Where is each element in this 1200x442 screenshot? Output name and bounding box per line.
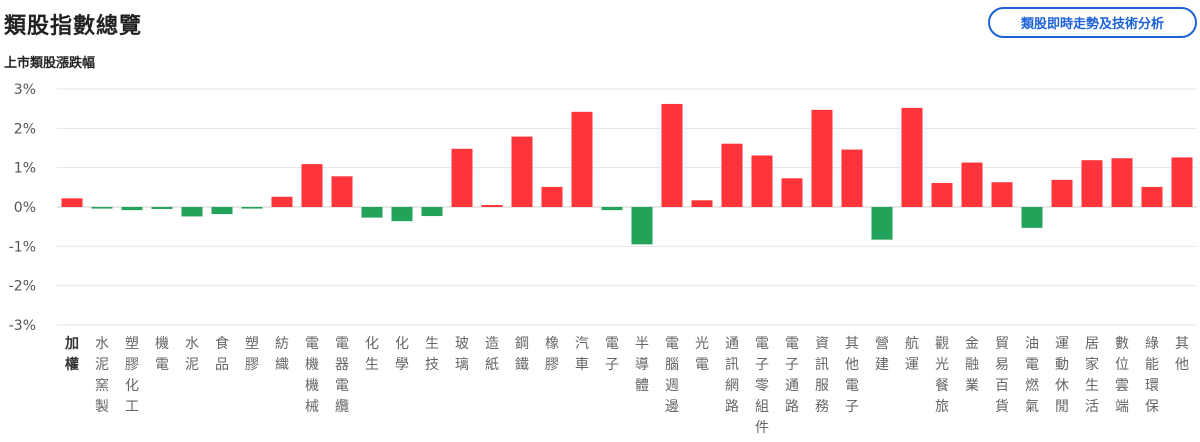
x-category-label: 汽車: [575, 336, 589, 373]
x-category-label: 塑膠: [245, 336, 259, 373]
bar[interactable]: [391, 207, 413, 222]
x-category-label: 航運: [905, 336, 919, 373]
x-category-label: 通訊網路: [725, 336, 739, 415]
bar[interactable]: [1021, 207, 1043, 228]
bar[interactable]: [331, 176, 353, 207]
bar[interactable]: [631, 207, 653, 245]
bar[interactable]: [1111, 158, 1133, 207]
bar[interactable]: [271, 196, 293, 207]
x-category-label: 水泥窯製: [95, 336, 109, 415]
x-category-label: 資訊服務: [815, 336, 829, 415]
bar[interactable]: [421, 207, 443, 217]
x-category-label: 綠能環保: [1145, 336, 1159, 415]
bar[interactable]: [991, 182, 1013, 207]
x-category-label: 其他電子: [845, 336, 859, 415]
y-axis-ticks: 3% 2% 1% 0% -1% -2% -3%: [9, 82, 36, 334]
bar[interactable]: [961, 162, 983, 207]
x-category-label: 營建: [875, 336, 889, 373]
x-category-label: 光電: [695, 336, 709, 373]
bar[interactable]: [121, 207, 143, 211]
x-category-label: 化生: [365, 336, 379, 373]
x-category-label: 觀光餐旅: [935, 336, 949, 415]
x-category-label: 機電: [155, 336, 169, 373]
x-category-label: 加權: [64, 336, 79, 373]
x-category-label: 玻璃: [455, 336, 469, 373]
bars: [61, 103, 1193, 245]
x-category-label: 電子零組件: [755, 336, 769, 436]
bar[interactable]: [661, 103, 683, 207]
y-tick-label: 1%: [14, 161, 36, 177]
bar[interactable]: [721, 143, 743, 207]
bar[interactable]: [1081, 160, 1103, 207]
x-category-label: 半導體: [635, 336, 649, 394]
bar[interactable]: [841, 149, 863, 207]
x-category-label: 電機機械: [305, 336, 319, 415]
bar[interactable]: [211, 207, 233, 215]
x-category-label: 食品: [215, 335, 229, 373]
x-category-label: 電子: [605, 336, 619, 373]
bar[interactable]: [61, 198, 83, 207]
x-category-label: 造紙: [485, 336, 499, 373]
x-category-label: 運動休閒: [1055, 336, 1069, 415]
bar[interactable]: [91, 207, 113, 209]
bar[interactable]: [1141, 186, 1163, 207]
bar[interactable]: [1051, 179, 1073, 207]
bar[interactable]: [241, 207, 263, 209]
x-category-label: 貿易百貨: [995, 336, 1009, 415]
y-tick-label: 3%: [14, 82, 36, 98]
x-category-label: 金融業: [965, 336, 979, 394]
x-category-label: 塑膠化工: [125, 336, 139, 415]
x-category-label: 電腦週邊: [665, 336, 679, 415]
x-category-label: 鋼鐵: [515, 336, 529, 373]
x-category-label: 其他: [1175, 336, 1189, 373]
x-category-label: 電器電纜: [335, 336, 349, 415]
x-category-label: 油電燃氣: [1025, 336, 1039, 415]
y-tick-label: -2%: [9, 279, 36, 295]
bar[interactable]: [301, 164, 323, 207]
bar[interactable]: [541, 186, 563, 207]
page-title: 類股指數總覽: [4, 14, 143, 39]
sector-trend-analysis-button[interactable]: 類股即時走勢及技術分析: [988, 7, 1197, 38]
bar[interactable]: [601, 207, 623, 211]
bar[interactable]: [931, 183, 953, 207]
bar[interactable]: [691, 200, 713, 207]
bar[interactable]: [361, 207, 383, 218]
bar[interactable]: [811, 109, 833, 207]
x-category-label: 橡膠: [545, 336, 559, 373]
x-category-label: 紡織: [275, 336, 289, 373]
bar[interactable]: [481, 205, 503, 207]
bar[interactable]: [1171, 157, 1193, 207]
bar[interactable]: [871, 207, 893, 240]
bar[interactable]: [901, 107, 923, 207]
x-category-label: 數位雲端: [1115, 336, 1129, 415]
chart-title: 上市類股漲跌幅: [4, 56, 96, 71]
bar[interactable]: [751, 155, 773, 207]
bar[interactable]: [451, 148, 473, 207]
x-category-label: 化學: [395, 336, 409, 373]
x-category-label: 居家生活: [1085, 336, 1099, 415]
bar[interactable]: [571, 111, 593, 207]
y-tick-label: -3%: [9, 318, 36, 334]
x-category-label: 水泥: [185, 336, 199, 373]
bar[interactable]: [511, 136, 533, 207]
y-tick-label: 0%: [14, 200, 36, 216]
x-category-label: 電子通路: [785, 336, 799, 415]
y-tick-label: 2%: [14, 121, 36, 137]
y-tick-label: -1%: [9, 239, 36, 255]
bar[interactable]: [151, 207, 173, 209]
bar[interactable]: [181, 207, 203, 217]
x-category-label: 生技: [425, 336, 439, 373]
bar[interactable]: [781, 178, 803, 207]
